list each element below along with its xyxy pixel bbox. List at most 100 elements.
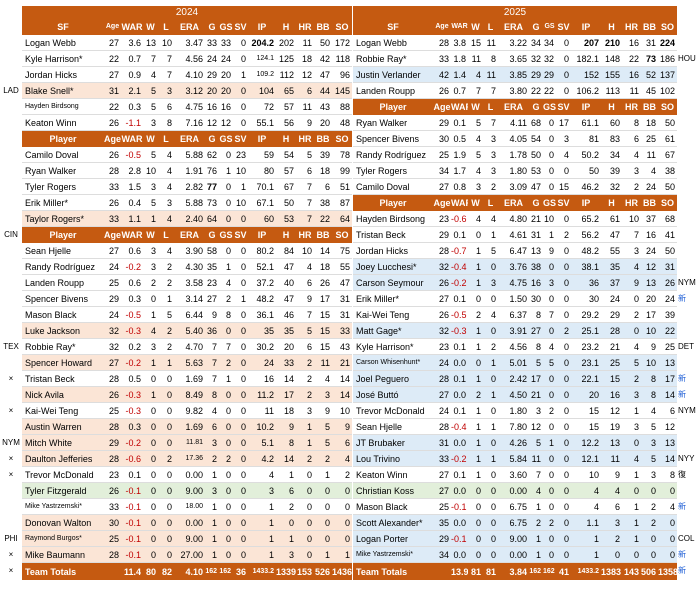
player-row: Keaton Winn 27 0.1 1 0 3.60 7 0 0 10 9 1 3 8 [353,467,677,483]
stat-sv: 0 [563,294,569,304]
stat-g: 53 [530,166,541,176]
stat-g: 47 [530,182,541,192]
stat-age: 33 [438,454,449,464]
stat-h: 1 [288,534,294,544]
stat-g: 21 [530,390,541,400]
stat-so: 88 [339,102,350,112]
player-name: Spencer Howard [25,358,93,368]
stat-bb: 0 [324,534,330,544]
stat-l: 1 [490,358,496,368]
stat-gs: 0 [225,486,231,496]
stat-hr: 10 [628,214,639,224]
stat-age: 32 [438,326,449,336]
stat-so: 10 [339,406,350,416]
stat-hr: 2 [306,454,312,464]
stat-w: 3 [150,262,156,272]
stat-age: 26 [438,86,449,96]
stat-war: 3.6 [128,38,141,48]
stat-gs: 0 [225,550,231,560]
stat-w: 1 [475,326,481,336]
column-header-war: WAR [121,22,143,32]
stat-era: 9.82 [185,406,203,416]
stat-age: 27 [108,358,119,368]
stat-sv: 0 [563,54,569,64]
stat-bb: 4 [324,374,330,384]
stat-g: 1 [211,502,217,512]
stat-l: 0 [490,374,496,384]
stat-g: 38 [530,262,541,272]
player-row: Kai-Wei Teng 25 -0.3 0 0 9.82 4 0 0 11 18 3 9 10 [22,403,352,419]
player-name: Nick Avila [25,390,64,400]
stat-gs: 29 [543,70,554,80]
total-so: 1436 [332,567,352,577]
player-name: Mike Baumann [25,550,86,560]
stat-h: 83 [609,134,620,144]
total-g: 162 [205,568,217,575]
stat-era: 3.14 [185,294,203,304]
stat-h: 29 [609,310,620,320]
player-row: Christian Koss 27 0.0 0 0 0.00 4 0 0 4 4 0 0 0 [353,483,677,499]
stat-l: 8 [166,118,172,128]
player-row: Donovan Walton 30 -0.1 0 0 0.00 1 0 0 1 0 0 0 0 [22,515,352,531]
stat-g: 7 [211,374,217,384]
stat-hr: 2 [633,374,639,384]
stat-so: 50 [664,118,675,128]
stat-w: 0 [150,470,156,480]
stat-hr: 6 [306,278,312,288]
stat-h: 56 [283,118,294,128]
total-ip: 1433.2 [577,568,599,575]
stat-ip: 10 [588,470,599,480]
stat-age: 28 [108,454,119,464]
stat-ip: 38.1 [581,262,599,272]
stat-so: 2 [344,470,350,480]
stat-bb: 38 [319,198,330,208]
stat-l: 0 [166,502,172,512]
player-row: Raymond Burgos* 25 -0.1 0 0 9.00 1 0 0 1 1 0 0 0 [22,531,352,547]
stat-sv: 0 [563,406,569,416]
player-name: Carson Whisenhunt* [356,359,421,366]
stat-era: 7.80 [509,422,527,432]
player-row: Mitch White 29 -0.2 0 0 11.81 3 0 0 5.1 8 1 5 6 [22,435,352,451]
stat-g: 1 [535,534,541,544]
stat-age: 28 [438,246,449,256]
stat-l: 7 [166,54,172,64]
stat-g: 1 [211,534,217,544]
total-age [433,564,451,580]
stat-gs: 16 [220,102,231,112]
stat-era: 0.00 [185,470,203,480]
player-name: Austin Warren [25,422,82,432]
stat-l: 8 [490,54,496,64]
stat-w: 1 [475,278,481,288]
stat-era: 1.80 [509,166,527,176]
stat-hr: 6 [633,134,639,144]
stat-era: 4.70 [185,342,203,352]
stat-gs: 0 [225,246,231,256]
stat-l: 4 [166,182,172,192]
stat-hr: 10 [301,246,312,256]
stat-sv: 0 [240,342,246,352]
stat-w: 0 [475,294,481,304]
stat-bb: 2 [650,518,656,528]
stat-gs: 1 [225,166,231,176]
stat-age: 31 [438,438,449,448]
stat-g: 3 [535,406,541,416]
stat-age: 28 [108,550,119,560]
stat-h: 148 [604,54,620,64]
section-header: SF Age WAR W L ERA G GS SV IP H HR BB SO [22,19,352,35]
stat-gs: 2 [225,358,231,368]
stat-so: 186 [659,54,675,64]
stat-l: 0 [166,518,172,528]
team-totals-label: Team Totals [356,567,408,577]
stat-era: 4.50 [509,390,527,400]
stat-l: 3 [490,278,496,288]
stat-w: 0 [150,502,156,512]
player-row: Justin Verlander 42 1.4 4 11 3.85 29 29 0 152 155 1… [353,67,677,83]
stat-so: 78 [339,150,350,160]
stat-bb: 10 [645,326,656,336]
stat-sv: 0 [563,38,569,48]
player-row: Erik Miller* 27 0.1 0 0 1.50 30 0 0 30 24 0 20 24 [353,291,677,307]
stat-ip: 207 [583,38,599,48]
stat-w: 1 [475,454,481,464]
player-name: Daulton Jefferies [25,454,93,464]
stat-h: 2 [288,502,294,512]
